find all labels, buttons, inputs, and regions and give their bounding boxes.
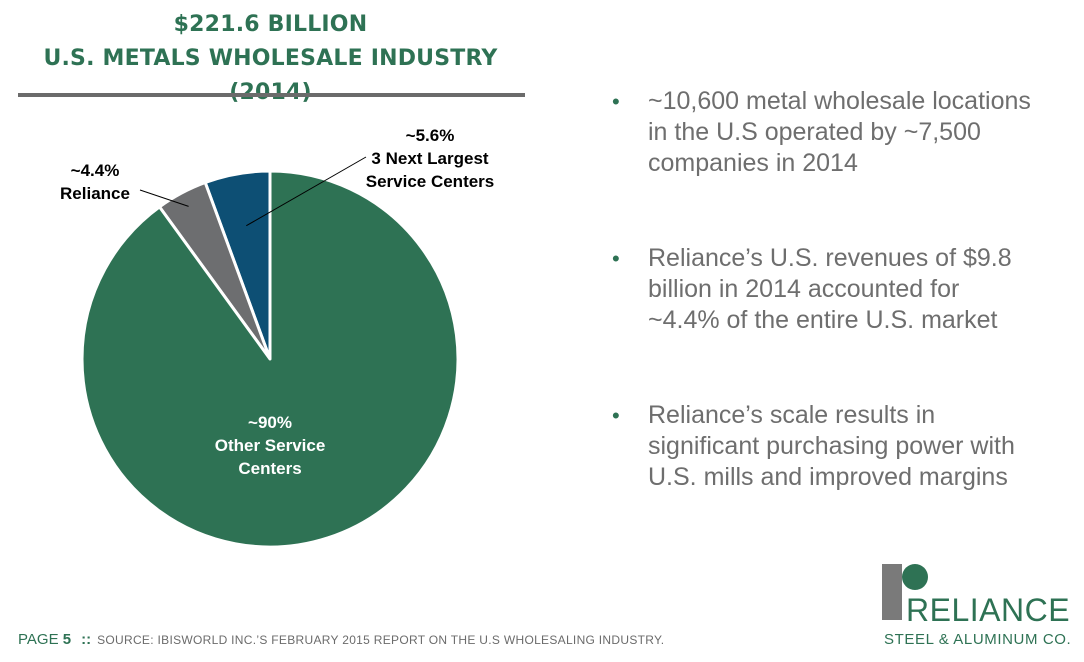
pie-label-line: Centers [238,459,301,478]
bullet-item: • ~10,600 metal wholesale locations in the… [612,86,1072,179]
logo-mark-bar [882,564,902,620]
pie-label-reliance: ~4.4% Reliance [60,161,130,203]
pie-slice-2 [80,169,460,549]
pie-label-line: ~90% [248,413,292,432]
title-divider [18,93,525,97]
pie-slices [80,169,460,549]
pie-label-line: 3 Next Largest [371,149,488,168]
pie-label-other: ~90% Other Service Centers [215,413,326,478]
footer-separator: :: [81,631,92,648]
logo-name: RELIANCE [906,592,1071,628]
page-number: 5 [62,631,72,648]
page-indicator: PAGE 5 [18,631,72,648]
pie-labels: ~5.6% 3 Next Largest Service Centers ~4.4% R… [60,126,494,478]
bullet-line: significant purchasing power with [648,432,1015,460]
pie-label-line: ~4.4% [71,161,120,180]
pie-label-line: ~5.6% [406,126,455,145]
title-line-1: $221.6 BILLION [173,12,368,37]
bullet-line: companies in 2014 [648,149,858,177]
bullet-dot: • [612,246,620,271]
logo-subtitle: STEEL & ALUMINUM CO. [884,631,1072,648]
pie-label-next-largest: ~5.6% 3 Next Largest Service Centers [366,126,495,191]
pie-leader-lines [139,156,367,227]
bullet-list: • ~10,600 metal wholesale locations in the… [612,86,1072,557]
bullet-line: U.S. mills and improved margins [648,463,1008,491]
bullet-dot: • [612,89,620,114]
leader-line-next-largest [246,156,367,227]
bullet-line: billion in 2014 accounted for [648,275,960,303]
pie-chart: ~5.6% 3 Next Largest Service Centers ~4.4% R… [60,126,494,549]
bullet-line: Reliance’s U.S. revenues of $9.8 [648,244,1012,272]
footer: PAGE 5:: SOURCE: IBISWORLD INC.’S FEBRUAR… [18,631,664,648]
pie-label-line: Reliance [60,184,130,203]
leader-line-reliance [139,189,189,207]
bullet-item: • Reliance’s scale results in significant … [612,400,1072,493]
logo-mark-circle [902,564,928,590]
bullet-line: in the U.S operated by ~7,500 [648,118,981,146]
bullet-line: ~4.4% of the entire U.S. market [648,306,998,334]
reliance-logo: RELIANCE STEEL & ALUMINUM CO. [882,564,1074,654]
bullet-line: ~10,600 metal wholesale locations [648,87,1031,115]
pie-label-line: Other Service [215,436,326,455]
bullet-line: Reliance’s scale results in [648,401,936,429]
bullet-dot: • [612,403,620,428]
bullet-item: • Reliance’s U.S. revenues of $9.8 billion… [612,243,1072,336]
title-line-2: U.S. METALS WHOLESALE INDUSTRY (2014) [43,46,498,105]
pie-label-line: Service Centers [366,172,495,191]
source-note: SOURCE: IBISWORLD INC.’S FEBRUARY 2015 R… [97,633,665,647]
page-title: $221.6 BILLION U.S. METALS WHOLESALE IND… [18,8,523,110]
